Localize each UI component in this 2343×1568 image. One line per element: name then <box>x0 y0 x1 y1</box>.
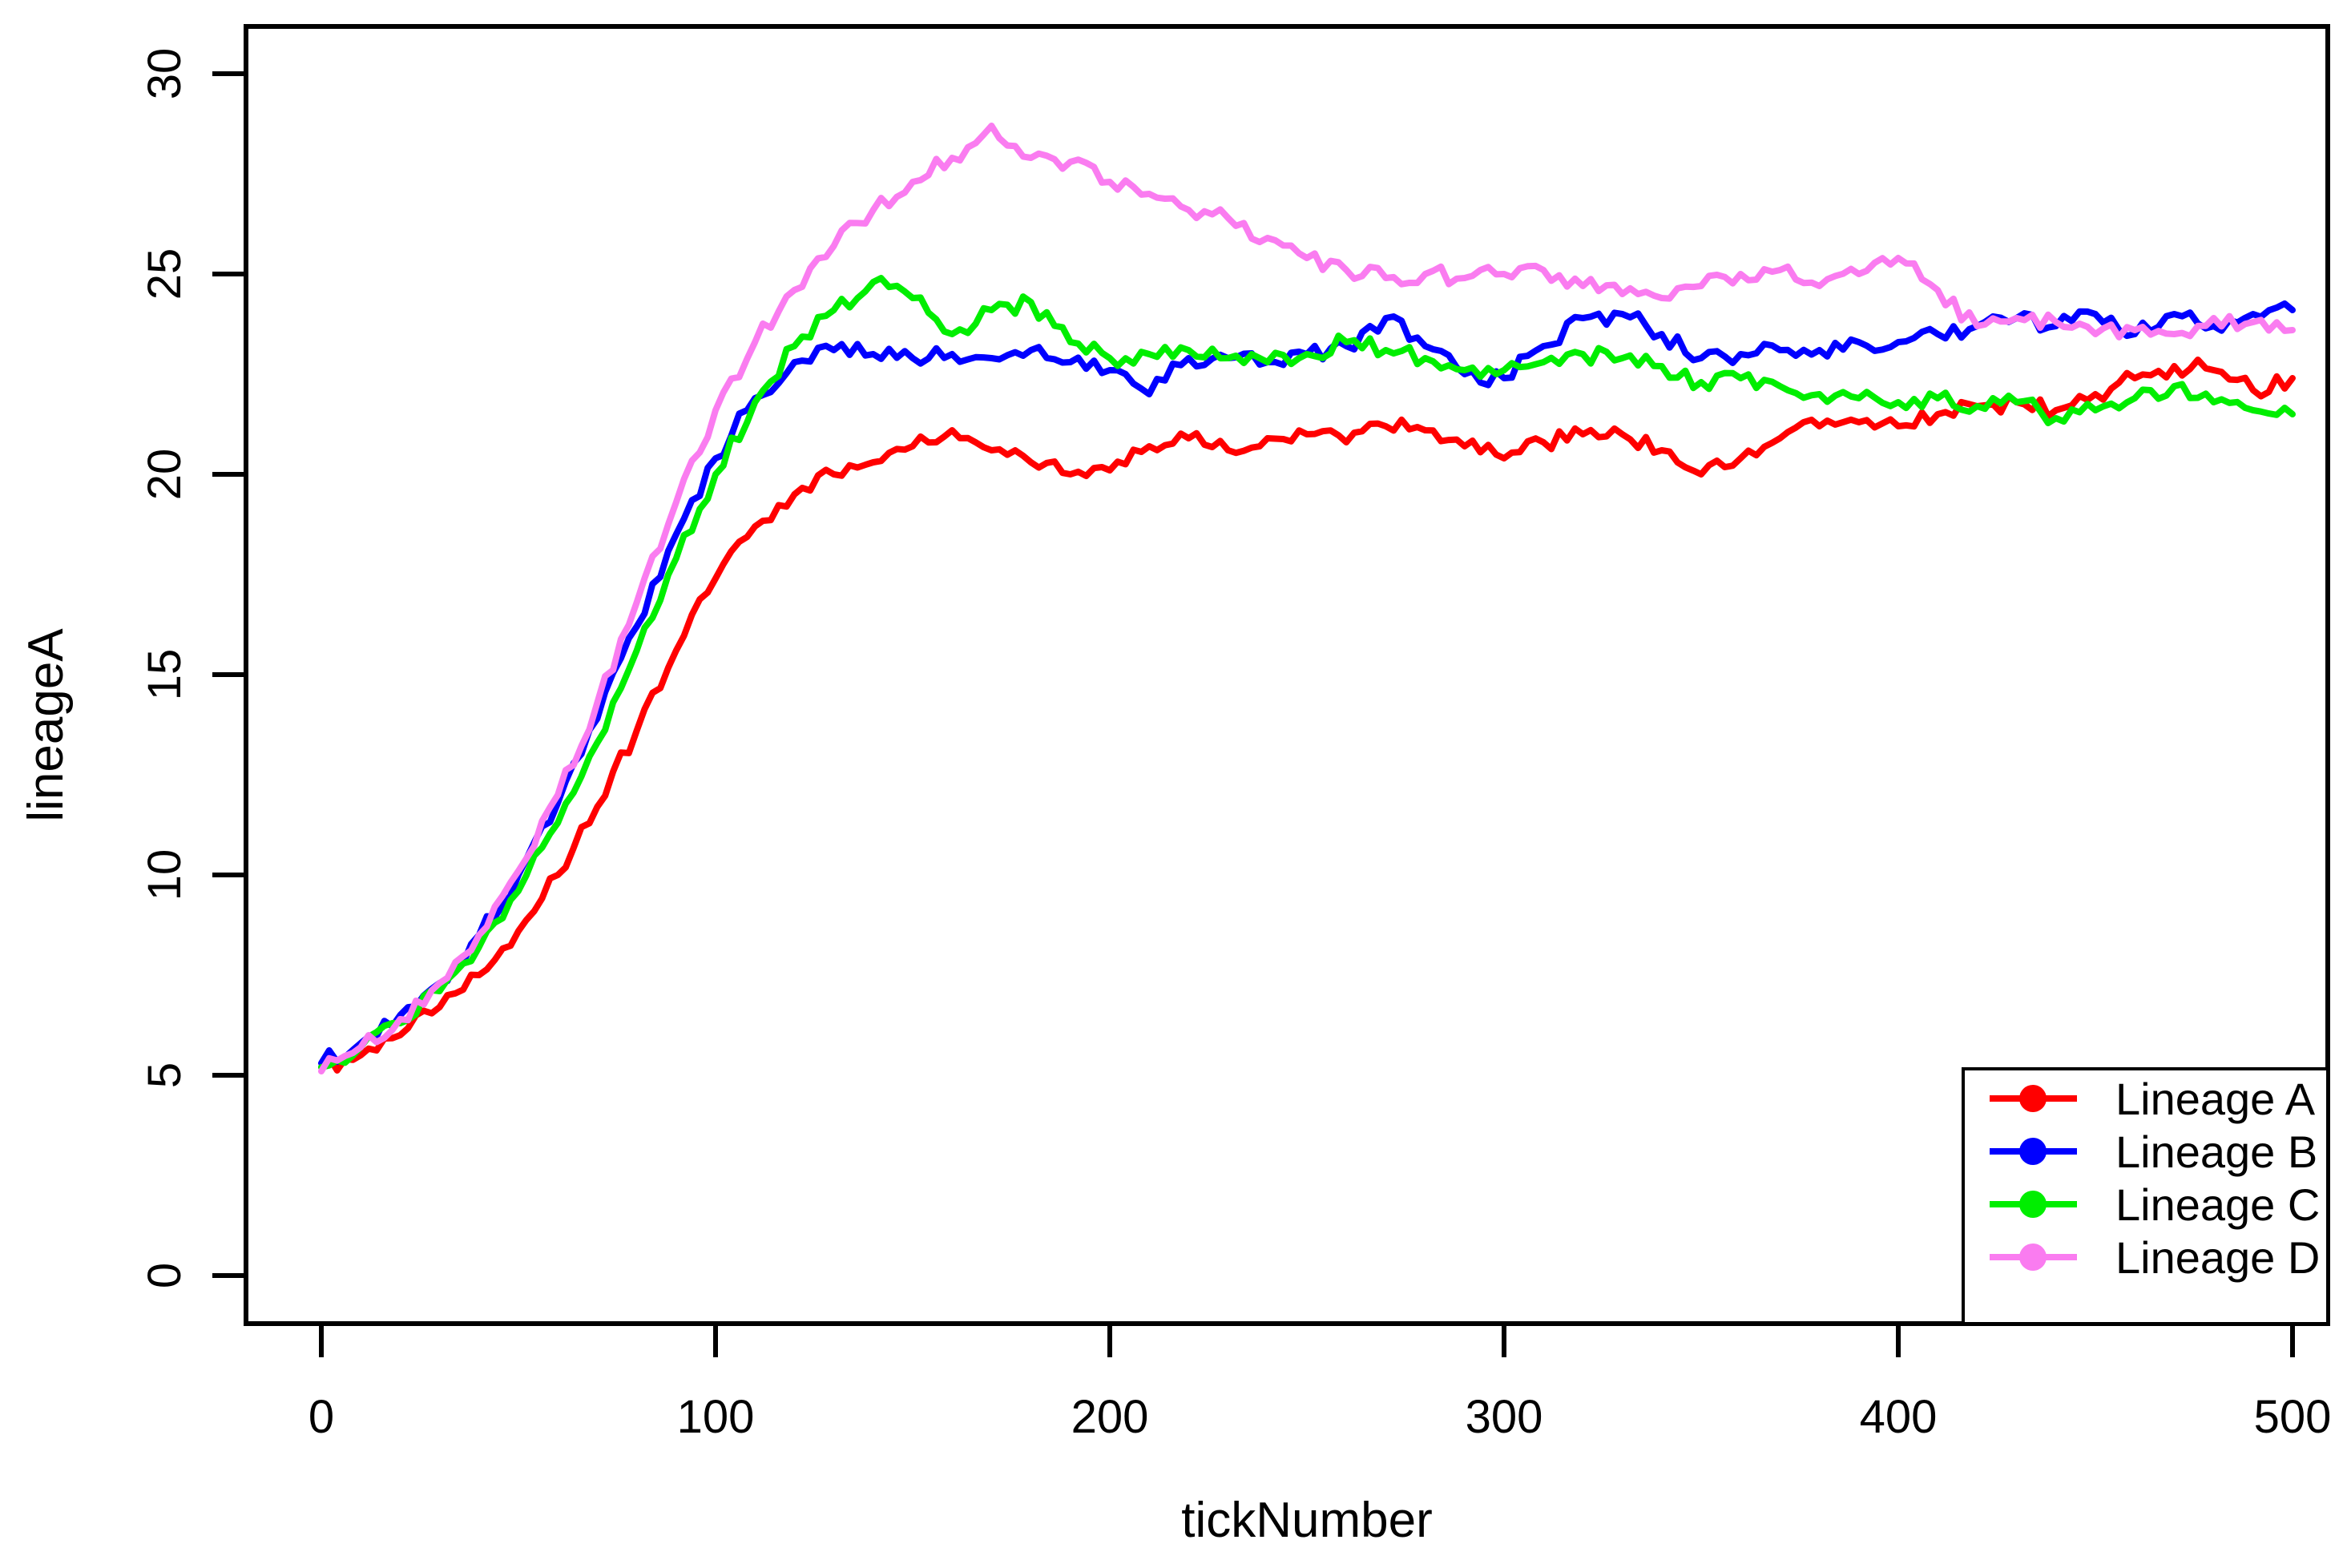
y-tick-label: 0 <box>139 1263 191 1288</box>
y-axis: 0 5 10 15 20 25 30 <box>139 48 246 1288</box>
y-tick-label: 5 <box>139 1062 191 1088</box>
y-tick-label: 15 <box>139 649 191 701</box>
x-tick-label: 100 <box>677 1391 755 1443</box>
y-axis-title: lineageA <box>18 628 74 822</box>
legend-item-lineage-a: Lineage A <box>1990 1074 2316 1124</box>
legend-marker-circle <box>2019 1244 2047 1271</box>
legend-label: Lineage B <box>2115 1127 2317 1177</box>
series-line-lineage-b <box>318 300 2296 1066</box>
series-lines <box>318 123 2296 1074</box>
x-tick-label: 500 <box>2254 1391 2332 1443</box>
legend-item-lineage-b: Lineage B <box>1990 1127 2317 1177</box>
y-tick-label: 10 <box>139 849 191 901</box>
x-axis: 0 100 200 300 400 500 <box>309 1324 2332 1443</box>
y-tick-label: 30 <box>139 48 191 100</box>
legend-marker-circle <box>2019 1085 2047 1112</box>
series-line-lineage-d <box>318 123 2296 1074</box>
x-tick-label: 200 <box>1071 1391 1149 1443</box>
series-line-lineage-a <box>318 357 2296 1074</box>
series-line-lineage-c <box>318 275 2296 1070</box>
legend-label: Lineage A <box>2115 1074 2316 1124</box>
legend-marker-circle <box>2019 1191 2047 1218</box>
legend-item-lineage-d: Lineage D <box>1990 1232 2320 1283</box>
legend-label: Lineage D <box>2115 1232 2320 1283</box>
x-axis-title: tickNumber <box>1181 1493 1433 1548</box>
x-tick-label: 300 <box>1466 1391 1543 1443</box>
x-tick-label: 400 <box>1860 1391 1938 1443</box>
x-tick-label: 0 <box>309 1391 334 1443</box>
legend-item-lineage-c: Lineage C <box>1990 1179 2320 1230</box>
legend-label: Lineage C <box>2115 1179 2320 1230</box>
legend-marker-circle <box>2019 1138 2047 1165</box>
y-tick-label: 25 <box>139 248 191 300</box>
y-tick-label: 20 <box>139 449 191 501</box>
